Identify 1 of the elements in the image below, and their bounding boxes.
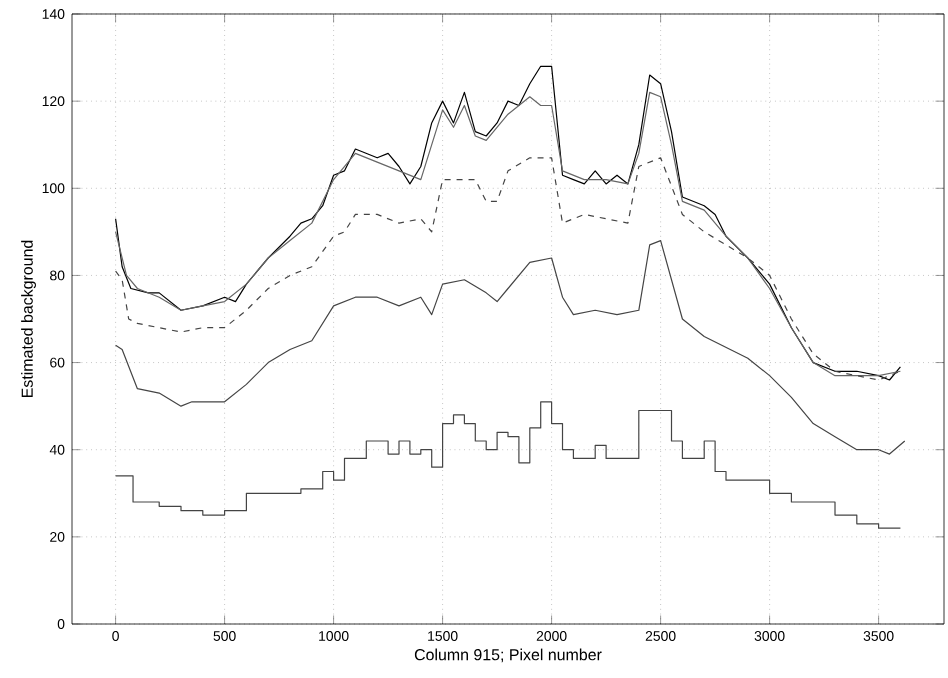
line-series xyxy=(115,239,906,455)
